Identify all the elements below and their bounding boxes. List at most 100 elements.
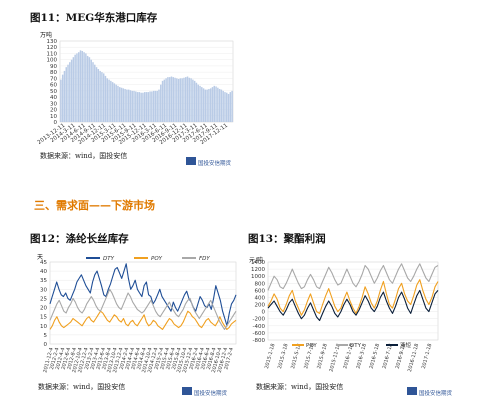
filament-series-1 <box>49 310 237 330</box>
filament-legend-label: FDY <box>199 256 210 262</box>
meg-bar <box>124 88 126 122</box>
filament-y-tick: 10 <box>40 324 47 330</box>
meg-bar <box>174 77 176 122</box>
meg-bar <box>167 77 169 122</box>
meg-bar <box>156 90 158 122</box>
meg-y-tick: 120 <box>47 45 58 51</box>
meg-bar <box>126 89 128 122</box>
meg-bar <box>197 84 199 122</box>
filament-x-tick: 2015-2-4 <box>154 347 166 370</box>
meg-bar <box>63 70 66 122</box>
filament-plot-area <box>49 261 237 345</box>
meg-bar <box>127 89 130 122</box>
filament-x-tick: 2014-10-4 <box>141 347 153 374</box>
meg-bar <box>218 88 221 122</box>
meg-y-tick: 110 <box>47 51 58 57</box>
profit-y-tick: 400 <box>255 295 266 301</box>
meg-bar <box>115 84 117 122</box>
profit-y-tick: 600 <box>255 288 266 294</box>
meg-y-tick: 50 <box>50 89 57 95</box>
meg-bar <box>151 91 153 122</box>
meg-bar <box>92 62 94 122</box>
figure11-source: 数据来源：wind，国投安信 <box>40 152 128 160</box>
meg-x-tick: 2014-9-11 <box>70 123 97 144</box>
filament-x-tick: 2014-8-4 <box>136 347 148 370</box>
filament-x-tick: 2012-4-4 <box>55 347 67 370</box>
filament-x-tick: 2017-2-4 <box>223 347 235 370</box>
filament-x-tick: 2013-4-4 <box>90 347 102 370</box>
meg-bar <box>76 53 78 122</box>
meg-bar <box>222 90 224 122</box>
filament-x-tick: 2016-10-4 <box>211 347 223 374</box>
meg-bar <box>140 92 142 122</box>
meg-x-tick: 2016-9-11 <box>151 123 178 144</box>
meg-bar <box>86 55 89 123</box>
meg-bar <box>145 92 148 122</box>
meg-x-tick: 2017-6-11 <box>182 123 209 144</box>
profit-x-tick: 2015-9-18 <box>316 343 328 370</box>
profit-x-tick: 2016-1-18 <box>342 343 354 370</box>
meg-x-tick: 2016-6-11 <box>141 123 168 144</box>
profit-y-tick: 800 <box>255 281 266 287</box>
profit-x-tick: 2016-5-18 <box>369 343 381 370</box>
meg-bar <box>79 50 82 122</box>
profit-legend-label: POY <box>306 343 317 349</box>
filament-x-tick: 2014-12-4 <box>147 347 159 374</box>
meg-bar <box>229 92 232 122</box>
meg-x-tick: 2014-3-11 <box>50 123 77 144</box>
filament-x-tick: 2015-8-4 <box>171 347 183 370</box>
meg-y-tick: 0 <box>54 120 58 126</box>
profit-x-tick: 2016-9-18 <box>395 343 407 370</box>
meg-bar <box>136 92 139 122</box>
profit-x-tick: 2016-7-18 <box>382 343 394 370</box>
profit-plot-area <box>267 261 439 341</box>
filament-x-tick: 2016-2-4 <box>188 347 200 370</box>
filament-y-tick: 30 <box>40 287 47 293</box>
meg-bar <box>99 70 101 122</box>
figure12-source: 数据来源：wind，国投安信 <box>38 383 126 391</box>
meg-bar <box>133 90 135 122</box>
filament-x-tick: 2016-8-4 <box>206 347 218 370</box>
meg-bar <box>95 67 98 122</box>
meg-bar <box>69 62 71 122</box>
profit-y-tick: 1200 <box>251 267 265 273</box>
meg-bar <box>83 52 85 122</box>
meg-bar <box>188 77 191 122</box>
meg-y-tick: 100 <box>47 58 58 64</box>
meg-bar <box>70 59 73 122</box>
meg-x-tick: 2014-12-11 <box>77 123 107 146</box>
meg-y-tick: 20 <box>50 108 57 114</box>
meg-bar <box>186 76 189 122</box>
filament-x-tick: 2016-12-4 <box>217 347 229 374</box>
profit-x-tick: 2016-3-18 <box>356 343 368 370</box>
meg-bar <box>67 64 69 122</box>
profit-series-0 <box>267 279 439 316</box>
profit-y-tick: -400 <box>253 324 266 330</box>
figure13-title: 图13：聚酯利润 <box>248 233 326 245</box>
filament-x-tick: 2012-10-4 <box>71 347 83 374</box>
figure13-unit: 元/吨 <box>249 257 264 264</box>
filament-legend-label: DTY <box>103 256 115 262</box>
meg-y-tick: 60 <box>50 83 57 89</box>
filament-y-tick: 20 <box>40 306 47 312</box>
meg-bar <box>224 92 226 122</box>
meg-y-tick: 90 <box>50 64 57 70</box>
meg-bar <box>217 87 219 122</box>
filament-x-tick: 2014-6-4 <box>130 347 142 370</box>
meg-bar <box>119 87 121 122</box>
meg-bar <box>85 53 87 122</box>
filament-y-tick: 40 <box>40 269 47 275</box>
meg-bar <box>122 88 125 122</box>
company-logo-icon <box>182 386 192 395</box>
meg-bar <box>61 74 64 122</box>
meg-x-tick: 2015-12-11 <box>118 123 148 146</box>
meg-bar <box>88 57 91 123</box>
meg-bar <box>120 87 123 122</box>
profit-y-tick: 200 <box>255 303 266 309</box>
meg-bar <box>231 90 233 122</box>
meg-bar <box>131 90 133 122</box>
filament-x-tick: 2012-12-4 <box>77 347 89 374</box>
meg-y-tick: 40 <box>50 95 57 101</box>
figure12-title: 图12：涤纶长丝库存 <box>30 233 129 245</box>
profit-x-tick: 2015-3-18 <box>277 343 289 370</box>
